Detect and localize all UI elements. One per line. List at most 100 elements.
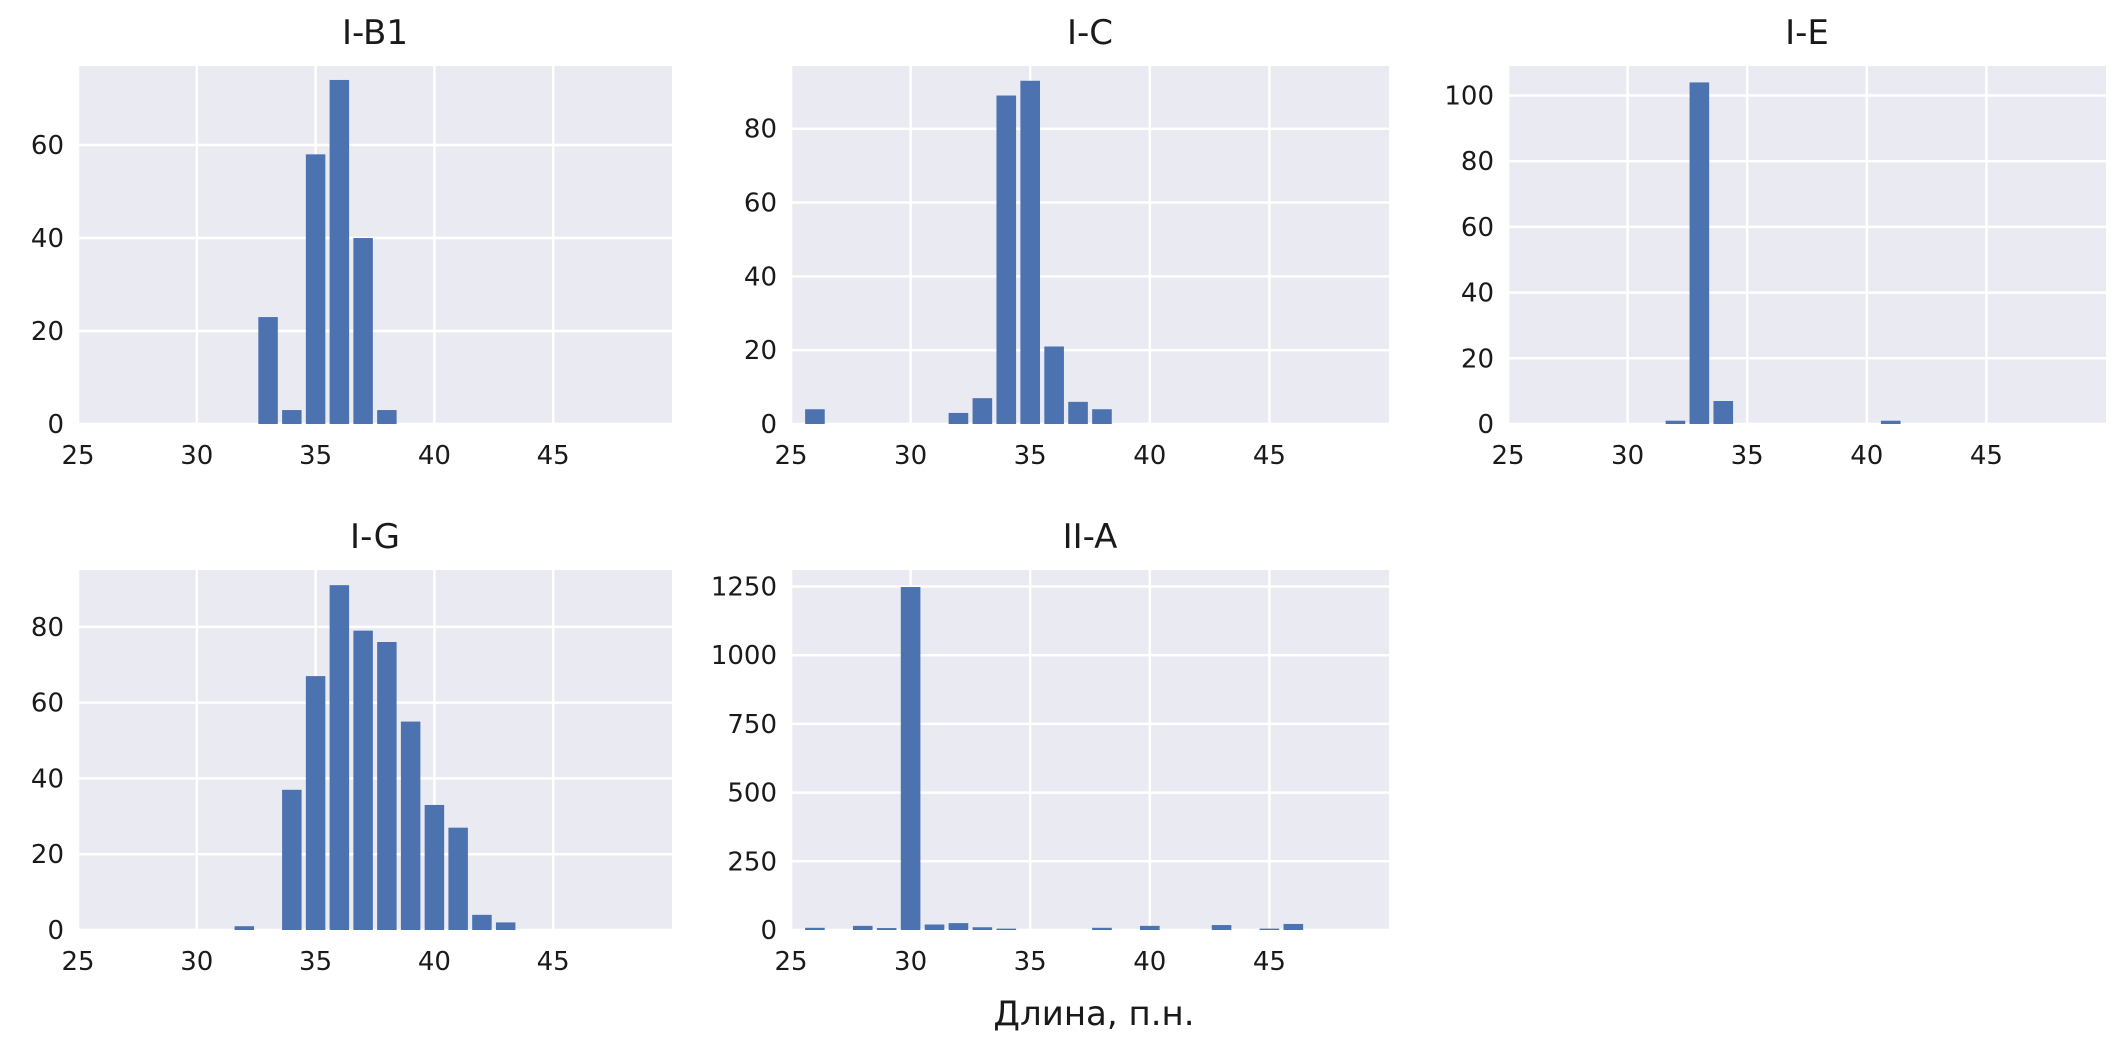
bar xyxy=(1092,927,1112,930)
chart-panel-i-e: 25 30 35 40 45 0 20 40 60 80 100 I-E xyxy=(1444,13,2106,471)
bar xyxy=(234,926,255,930)
x-tick-label: 35 xyxy=(1014,441,1047,471)
bar xyxy=(972,398,993,424)
y-tick-label: 40 xyxy=(31,764,64,794)
bar xyxy=(1068,401,1088,424)
x-tick-label: 35 xyxy=(299,947,332,977)
y-tick-label: 20 xyxy=(31,840,64,870)
bar xyxy=(1020,80,1041,425)
y-tick-label: 60 xyxy=(744,189,777,219)
y-tick-label: 0 xyxy=(47,916,64,946)
bar xyxy=(948,412,969,424)
chart-title: II-A xyxy=(1063,517,1118,557)
y-tick-label: 0 xyxy=(1477,410,1494,440)
x-tick-label: 25 xyxy=(61,947,94,977)
y-tick-label: 40 xyxy=(31,224,64,254)
chart-title: I-B1 xyxy=(342,13,408,53)
y-tick-label: 60 xyxy=(31,131,64,161)
y-tick-label: 60 xyxy=(31,689,64,719)
y-tick-label: 20 xyxy=(1461,344,1494,374)
y-tick-label: 0 xyxy=(760,916,777,946)
bar xyxy=(377,642,397,930)
x-tick-label: 45 xyxy=(1253,947,1286,977)
x-tick-label: 30 xyxy=(1611,441,1644,471)
plot-area xyxy=(78,66,672,424)
x-tick-label: 40 xyxy=(1133,441,1166,471)
y-tick-label: 80 xyxy=(744,115,777,145)
x-tick-label: 35 xyxy=(1731,441,1764,471)
x-tick-label: 30 xyxy=(894,947,927,977)
x-tick-label: 45 xyxy=(1253,441,1286,471)
x-tick-label: 40 xyxy=(1850,441,1883,471)
bar xyxy=(495,922,516,930)
bar xyxy=(1713,401,1734,424)
figure-x-axis-label: Длина, п.н. xyxy=(993,994,1194,1034)
plot-area xyxy=(78,570,672,930)
plot-area xyxy=(791,66,1389,424)
bar xyxy=(377,410,397,424)
y-tick-label: 20 xyxy=(31,317,64,347)
y-tick-label: 80 xyxy=(1461,147,1494,177)
plot-area xyxy=(1508,66,2106,424)
bar xyxy=(472,914,492,930)
x-tick-label: 35 xyxy=(1014,947,1047,977)
y-tick-label: 100 xyxy=(1444,82,1494,112)
chart-panel-i-g: 25 30 35 40 45 0 20 40 60 80 I-G xyxy=(31,517,672,977)
x-tick-label: 30 xyxy=(180,441,213,471)
bar xyxy=(876,928,897,930)
y-tick-label: 60 xyxy=(1461,213,1494,243)
bar xyxy=(900,587,921,930)
bar xyxy=(305,676,326,930)
bar xyxy=(448,827,468,930)
bar xyxy=(1044,346,1064,424)
chart-panel-i-b1: 25 30 35 40 45 0 20 40 60 I-B1 xyxy=(31,13,672,471)
chart-panel-ii-a: 25 30 35 40 45 0 250 500 750 1000 1250 II-A xyxy=(711,517,1389,977)
bar xyxy=(972,927,993,930)
x-tick-label: 40 xyxy=(418,947,451,977)
bar xyxy=(258,317,278,424)
bar xyxy=(1092,409,1112,424)
bar xyxy=(1283,923,1304,930)
bar xyxy=(1139,925,1160,930)
bar xyxy=(353,238,373,424)
y-tick-label: 0 xyxy=(47,410,64,440)
bar xyxy=(329,79,350,424)
x-tick-label: 45 xyxy=(537,441,570,471)
chart-title: I-C xyxy=(1067,13,1113,53)
bar xyxy=(996,928,1017,930)
bar xyxy=(996,95,1017,425)
x-tick-label: 40 xyxy=(1133,947,1166,977)
bar xyxy=(924,924,945,930)
y-tick-label: 20 xyxy=(744,336,777,366)
y-tick-label: 80 xyxy=(31,613,64,643)
y-tick-label: 250 xyxy=(727,847,777,877)
chart-title: I-E xyxy=(1785,13,1829,53)
y-tick-label: 0 xyxy=(760,410,777,440)
x-tick-label: 25 xyxy=(61,441,94,471)
bar xyxy=(805,409,825,424)
y-tick-label: 1000 xyxy=(711,641,777,671)
x-tick-label: 25 xyxy=(774,441,807,471)
plot-area xyxy=(791,570,1389,930)
bar xyxy=(400,721,421,930)
bar xyxy=(1689,82,1710,424)
bar xyxy=(1665,420,1686,424)
x-tick-label: 25 xyxy=(774,947,807,977)
y-tick-label: 40 xyxy=(1461,279,1494,309)
y-tick-label: 500 xyxy=(727,779,777,809)
y-tick-label: 750 xyxy=(727,710,777,740)
bar xyxy=(424,804,445,930)
bar xyxy=(1880,420,1901,424)
chart-title: I-G xyxy=(350,517,400,557)
y-tick-label: 40 xyxy=(744,262,777,292)
bar xyxy=(282,410,302,424)
x-tick-label: 45 xyxy=(1970,441,2003,471)
bar xyxy=(329,585,350,930)
x-tick-label: 40 xyxy=(418,441,451,471)
x-tick-label: 30 xyxy=(894,441,927,471)
bar xyxy=(282,789,302,930)
x-tick-label: 45 xyxy=(537,947,570,977)
bar xyxy=(1259,928,1280,930)
x-tick-label: 35 xyxy=(299,441,332,471)
